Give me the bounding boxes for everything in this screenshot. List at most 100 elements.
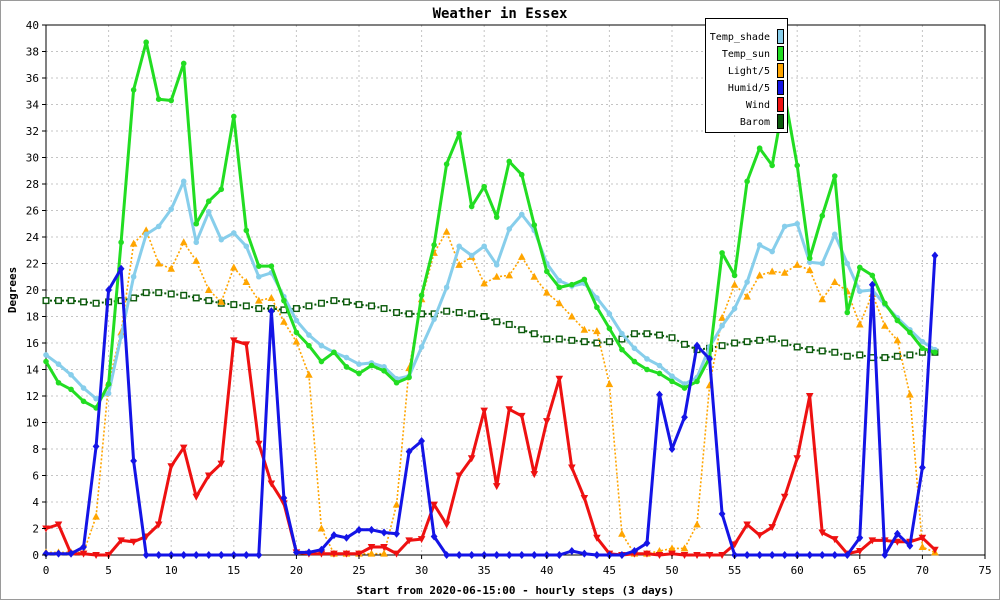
- data-point-humid-5: [893, 529, 901, 538]
- y-axis-label: Degrees: [6, 267, 19, 313]
- data-point-temp-sun: [719, 250, 725, 256]
- data-point-temp-shade: [794, 220, 800, 227]
- data-point-temp-sun: [168, 97, 174, 104]
- data-point-temp-shade: [118, 333, 124, 340]
- data-point-barom: [255, 305, 263, 313]
- data-point-barom: [781, 339, 789, 347]
- data-point-temp-sun: [80, 398, 87, 405]
- x-tick-label: 10: [165, 564, 178, 577]
- data-point-wind: [242, 341, 251, 349]
- data-point-wind: [467, 455, 476, 463]
- data-point-barom: [718, 342, 726, 350]
- data-point-barom: [518, 326, 526, 334]
- data-point-wind: [580, 495, 589, 503]
- data-point-barom: [655, 331, 663, 339]
- data-point-light-5: [292, 337, 301, 345]
- data-point-wind: [167, 463, 175, 471]
- data-point-light-5: [830, 278, 839, 286]
- data-point-light-5: [693, 520, 701, 528]
- data-point-temp-shade: [205, 209, 212, 215]
- data-point-humid-5: [718, 509, 726, 518]
- y-tick-label: 32: [26, 125, 39, 138]
- data-point-humid-5: [180, 551, 188, 559]
- data-point-barom: [893, 352, 901, 360]
- data-point-temp-sun: [756, 145, 763, 152]
- data-point-light-5: [718, 313, 726, 321]
- data-point-temp-shade: [719, 322, 725, 329]
- data-point-barom: [543, 335, 551, 343]
- x-tick-label: 15: [227, 564, 240, 577]
- legend-label: Light/5: [728, 66, 770, 77]
- data-point-light-5: [856, 320, 864, 328]
- data-point-barom: [368, 302, 376, 310]
- data-point-light-5: [230, 263, 238, 271]
- data-point-temp-sun: [431, 242, 437, 248]
- data-point-barom: [455, 309, 463, 317]
- data-point-wind: [530, 471, 539, 479]
- y-tick-label: 6: [32, 470, 39, 483]
- data-point-barom: [768, 335, 776, 343]
- data-point-light-5: [793, 260, 801, 268]
- data-point-humid-5: [668, 445, 676, 453]
- data-point-temp-sun: [218, 186, 225, 193]
- data-point-humid-5: [555, 551, 563, 559]
- data-point-temp-sun: [656, 370, 663, 377]
- data-point-temp-sun: [143, 39, 149, 46]
- data-point-light-5: [167, 264, 175, 272]
- y-tick-label: 12: [26, 390, 39, 403]
- data-point-wind: [204, 472, 213, 480]
- data-point-temp-sun: [393, 379, 400, 386]
- data-point-temp-shade: [556, 277, 563, 284]
- data-point-barom: [92, 299, 100, 307]
- data-point-temp-sun: [619, 346, 625, 353]
- data-point-wind: [517, 412, 526, 420]
- data-point-light-5: [818, 295, 827, 303]
- data-point-barom: [355, 301, 363, 309]
- data-point-temp-shade: [806, 259, 813, 265]
- data-point-barom: [180, 291, 188, 299]
- data-point-light-5: [530, 272, 539, 280]
- data-point-temp-sun: [857, 264, 863, 271]
- data-point-wind: [931, 546, 939, 554]
- data-point-temp-sun: [205, 198, 212, 205]
- y-tick-label: 16: [26, 337, 39, 350]
- data-point-wind: [643, 550, 651, 558]
- data-point-barom: [393, 309, 401, 317]
- data-point-barom: [443, 307, 451, 315]
- data-point-temp-sun: [932, 349, 938, 356]
- y-tick-label: 0: [32, 549, 39, 562]
- data-point-light-5: [768, 267, 776, 275]
- data-point-temp-shade: [105, 390, 112, 397]
- data-point-barom: [530, 330, 538, 338]
- data-point-humid-5: [806, 551, 814, 559]
- data-point-light-5: [805, 266, 814, 274]
- data-point-temp-sun: [243, 227, 250, 234]
- data-point-wind: [718, 552, 726, 559]
- data-point-barom: [55, 297, 63, 305]
- data-point-humid-5: [217, 551, 225, 559]
- data-point-wind: [893, 538, 902, 546]
- data-point-temp-sun: [631, 358, 638, 365]
- data-point-humid-5: [505, 551, 513, 559]
- data-point-wind: [179, 444, 188, 452]
- data-point-humid-5: [242, 551, 250, 559]
- data-point-temp-sun: [681, 385, 688, 391]
- data-point-temp-shade: [356, 361, 362, 368]
- data-point-temp-shade: [756, 242, 763, 248]
- data-point-temp-sun: [180, 60, 187, 67]
- data-point-light-5: [730, 280, 739, 288]
- data-point-humid-5: [455, 551, 463, 559]
- data-point-humid-5: [192, 551, 200, 559]
- data-point-temp-sun: [493, 214, 500, 220]
- data-point-humid-5: [255, 551, 263, 559]
- data-point-wind: [129, 538, 138, 546]
- data-point-temp-sun: [55, 379, 62, 386]
- data-point-wind: [818, 529, 827, 537]
- data-point-light-5: [380, 549, 388, 557]
- series-line-wind: [45, 338, 936, 557]
- data-point-temp-shade: [43, 352, 49, 358]
- data-point-barom: [380, 305, 388, 313]
- data-point-temp-shade: [343, 354, 350, 361]
- legend-item-humid-5: Humid/5: [728, 80, 784, 95]
- data-point-humid-5: [468, 551, 476, 559]
